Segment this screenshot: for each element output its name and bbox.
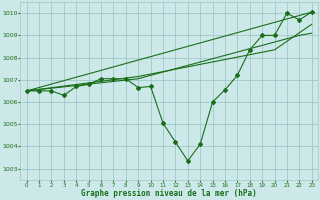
X-axis label: Graphe pression niveau de la mer (hPa): Graphe pression niveau de la mer (hPa) <box>81 189 257 198</box>
